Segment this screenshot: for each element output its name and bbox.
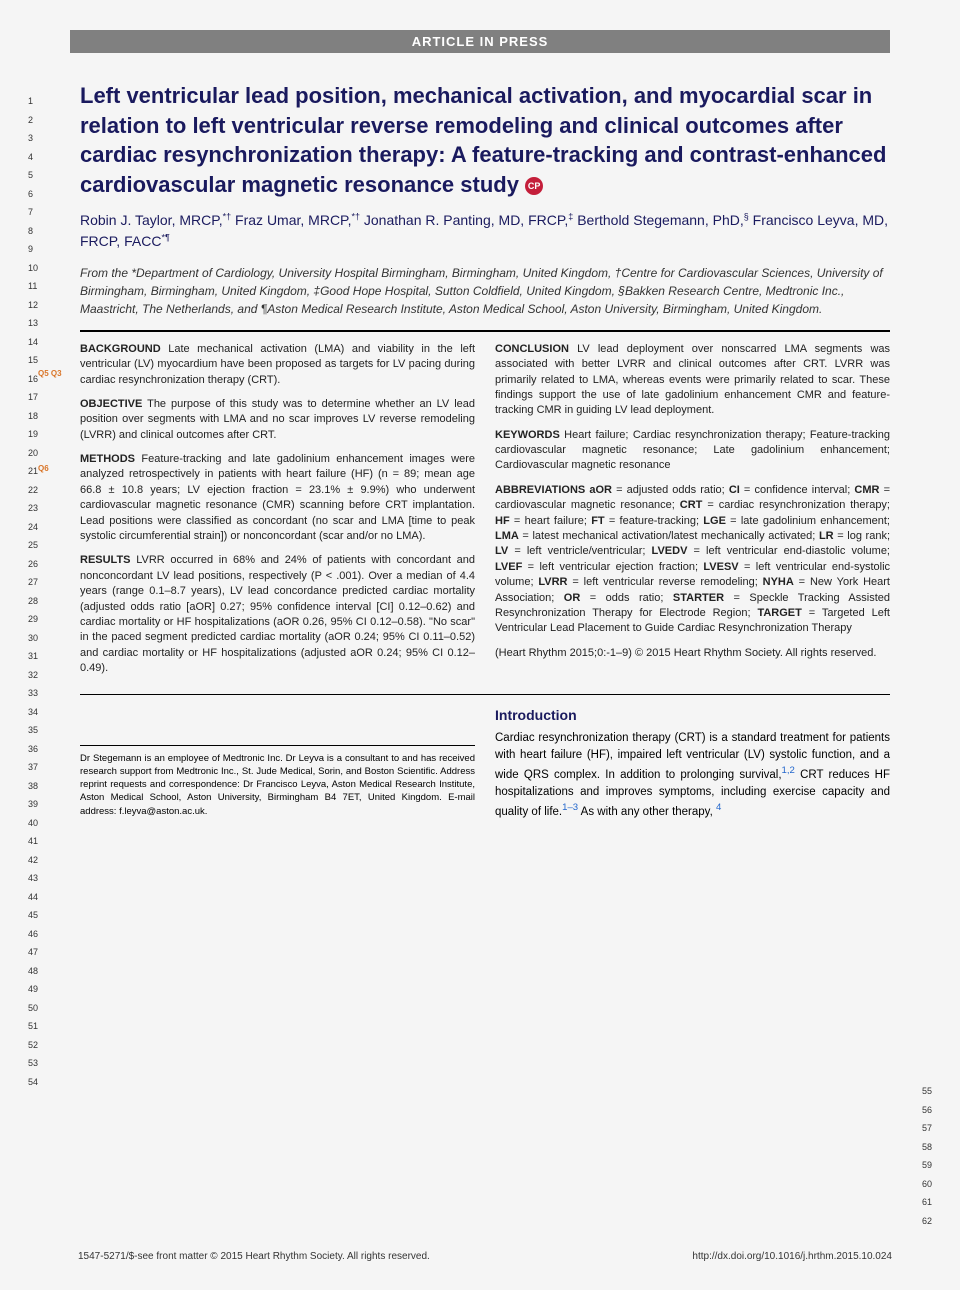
- abstract-keywords: KEYWORDS Heart failure; Cardiac resynchr…: [495, 428, 890, 474]
- abstract-objective: OBJECTIVE The purpose of this study was …: [80, 397, 475, 443]
- article-content: Left ventricular lead position, mechanic…: [80, 81, 890, 821]
- divider-bottom: [80, 694, 890, 695]
- abstract-abbreviations: ABBREVIATIONS aOR = adjusted odds ratio;…: [495, 483, 890, 637]
- article-in-press-banner: ARTICLE IN PRESS: [70, 30, 890, 53]
- introduction-text: Cardiac resynchronization therapy (CRT) …: [495, 730, 890, 822]
- abstract-block: BACKGROUND Late mechanical activation (L…: [80, 342, 890, 686]
- abstract-methods: METHODS Feature-tracking and late gadoli…: [80, 452, 475, 544]
- divider-top: [80, 330, 890, 332]
- authors-list: Robin J. Taylor, MRCP,*† Fraz Umar, MRCP…: [80, 210, 890, 252]
- abstract-background: BACKGROUND Late mechanical activation (L…: [80, 342, 475, 388]
- footer-doi[interactable]: http://dx.doi.org/10.1016/j.hrthm.2015.1…: [692, 1251, 892, 1262]
- left-body-column: Dr Stegemann is an employee of Medtronic…: [80, 705, 475, 822]
- ref-link-1[interactable]: 1,2: [782, 765, 795, 776]
- affiliations: From the *Department of Cardiology, Univ…: [80, 264, 890, 318]
- title-text: Left ventricular lead position, mechanic…: [80, 83, 886, 197]
- right-body-column: Introduction Cardiac resynchronization t…: [495, 705, 890, 822]
- introduction-heading: Introduction: [495, 705, 890, 726]
- cp-badge-icon: CP: [525, 177, 543, 195]
- line-numbers-right: 5556575859606162: [922, 1082, 932, 1230]
- body-columns: Dr Stegemann is an employee of Medtronic…: [80, 705, 890, 822]
- footer-copyright: 1547-5271/$-see front matter © 2015 Hear…: [78, 1251, 430, 1262]
- abstract-right-column: CONCLUSION LV lead deployment over nonsc…: [495, 342, 890, 686]
- line-numbers-left: 1234567891011121314151617181920212223242…: [28, 92, 38, 1091]
- abstract-conclusion: CONCLUSION LV lead deployment over nonsc…: [495, 342, 890, 419]
- abstract-results: RESULTS LVRR occurred in 68% and 24% of …: [80, 553, 475, 676]
- ref-link-2[interactable]: 1–3: [562, 802, 578, 813]
- correspondence-footnote: Dr Stegemann is an employee of Medtronic…: [80, 745, 475, 818]
- article-title: Left ventricular lead position, mechanic…: [80, 81, 890, 200]
- query-mark-q6: Q6: [38, 464, 49, 473]
- abstract-left-column: BACKGROUND Late mechanical activation (L…: [80, 342, 475, 686]
- ref-link-3[interactable]: 4: [716, 802, 721, 813]
- query-mark-q5q3: Q5 Q3: [38, 369, 62, 378]
- abstract-citation: (Heart Rhythm 2015;0:-1–9) © 2015 Heart …: [495, 646, 890, 661]
- page-footer: 1547-5271/$-see front matter © 2015 Hear…: [78, 1251, 892, 1262]
